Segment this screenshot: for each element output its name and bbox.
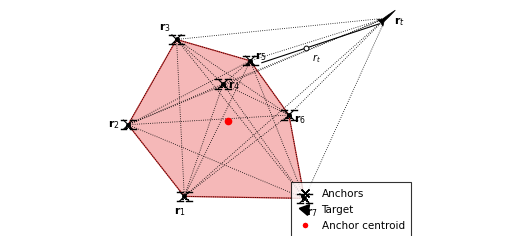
Polygon shape [128,39,305,198]
Text: $\mathbf{r}_{2}$: $\mathbf{r}_{2}$ [108,118,119,131]
Text: $\mathbf{r}_t$: $\mathbf{r}_t$ [394,15,405,28]
Text: $\mathbf{r}_{1}$: $\mathbf{r}_{1}$ [174,205,185,218]
Text: $\mathbf{r}_{4}$: $\mathbf{r}_{4}$ [228,80,240,92]
Text: $\mathbf{r}_{5}$: $\mathbf{r}_{5}$ [255,50,267,63]
Text: $\mathbf{r}_{3}$: $\mathbf{r}_{3}$ [159,21,171,34]
Legend: Anchors, Target, Anchor centroid: Anchors, Target, Anchor centroid [291,182,411,236]
Polygon shape [377,10,395,26]
Text: $\mathbf{r}_{7}$: $\mathbf{r}_{7}$ [306,207,317,219]
Text: $r_t$: $r_t$ [312,53,321,65]
Text: $\mathbf{r}_{6}$: $\mathbf{r}_{6}$ [294,113,306,126]
